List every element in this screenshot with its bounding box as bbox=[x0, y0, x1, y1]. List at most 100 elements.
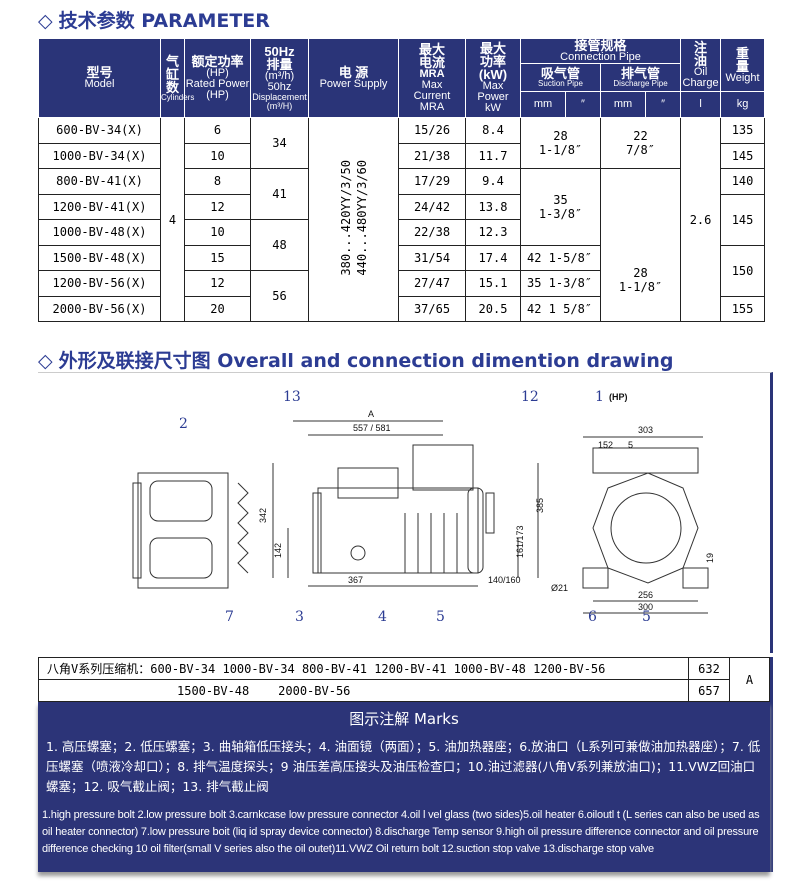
diamond-icon: ◇ bbox=[38, 10, 53, 32]
cell-oil-charge: 2.6 bbox=[680, 117, 722, 322]
cell-hp: 15 bbox=[184, 244, 251, 271]
header-suction-inch: ″ bbox=[565, 91, 601, 118]
cell-hp: 10 bbox=[184, 219, 251, 246]
cell-max-power: 13.8 bbox=[465, 193, 521, 220]
cell-max-power: 17.4 bbox=[465, 244, 521, 271]
series-line-2: 1500-BV-48 2000-BV-56 bbox=[38, 679, 689, 702]
dimension-label: 367 bbox=[348, 575, 363, 585]
section-title-drawing: ◇ 外形及联接尺寸图 Overall and connection dimenti… bbox=[38, 346, 673, 373]
dimension-label: 140/160 bbox=[488, 575, 521, 585]
callout-2: 2 bbox=[179, 416, 188, 432]
callout-5b: 5 bbox=[642, 609, 651, 625]
table-row: 1000-BV-48(X) 10 48 22/38 12.3 bbox=[38, 219, 765, 271]
cell-model: 1000-BV-48(X) bbox=[38, 219, 161, 246]
cell-current: 27/47 bbox=[398, 270, 466, 297]
cell-hp: 10 bbox=[184, 142, 251, 169]
dimension-label: Ø21 bbox=[551, 583, 568, 593]
table-row: 600-BV-34(X) 4 6 34 380...420YY/3/50 440...48… bbox=[38, 117, 766, 322]
cell-current: 17/29 bbox=[398, 168, 466, 195]
cell-weight: 155 bbox=[720, 295, 766, 322]
callout-4: 4 bbox=[378, 609, 387, 625]
callout-1: 1 bbox=[595, 389, 604, 405]
dimension-label: 256 bbox=[638, 590, 653, 600]
header-cylinders: 气缸数 Cylinders bbox=[160, 38, 194, 118]
cell-current: 22/38 bbox=[398, 219, 466, 246]
header-connection-pipe: 接管规格 Connection Pipe bbox=[519, 38, 682, 64]
section-title-text: 技术参数 PARAMETER bbox=[58, 10, 270, 32]
series-value-657: 657 bbox=[688, 679, 730, 702]
cell-suction: 28 1-1/8″ bbox=[520, 117, 601, 169]
table-row: 1500-BV-48(X) 15 31/54 17.4 42 1-5/8″ 150 bbox=[38, 244, 766, 297]
cell-max-power: 20.5 bbox=[465, 295, 521, 322]
callout-13: 13 bbox=[283, 389, 301, 405]
cell-model: 2000-BV-56(X) bbox=[38, 295, 161, 322]
table-row: 1000-BV-34(X) 10 21/38 11.7 145 bbox=[38, 142, 766, 169]
section-title-parameter: ◇ 技术参数 PARAMETER bbox=[38, 6, 270, 33]
cell-weight: 145 bbox=[720, 193, 766, 246]
cell-weight: 145 bbox=[720, 142, 766, 169]
cell-displacement: 48 bbox=[250, 219, 309, 271]
cell-max-power: 15.1 bbox=[465, 270, 521, 297]
dimension-label: 142 bbox=[273, 543, 283, 558]
cell-model: 1200-BV-56(X) bbox=[38, 270, 161, 297]
table-row: 1200-BV-41(X) 12 24/42 13.8 145 bbox=[38, 193, 766, 246]
cell-suction: 35 1-3/8″ bbox=[520, 168, 601, 246]
cell-hp: 8 bbox=[184, 168, 251, 195]
series-line-1: 八角V系列压缩机：600-BV-34 1000-BV-34 800-BV-41 … bbox=[38, 657, 689, 680]
header-discharge-mm: mm bbox=[600, 91, 646, 118]
header-hp: 额定功率 (HP) Rated Power (HP) bbox=[184, 38, 251, 118]
dimension-label: 300 bbox=[638, 602, 653, 612]
cell-current: 31/54 bbox=[398, 244, 466, 271]
cell-model: 800-BV-41(X) bbox=[38, 168, 161, 195]
header-weight-unit: kg bbox=[720, 91, 766, 118]
dimension-label: 303 bbox=[638, 425, 653, 435]
header-suction-mm: mm bbox=[520, 91, 566, 118]
dimension-label: 342 bbox=[258, 508, 268, 523]
cell-max-power: 8.4 bbox=[465, 117, 521, 144]
cell-model: 600-BV-34(X) bbox=[38, 117, 161, 144]
cell-hp: 20 bbox=[184, 295, 251, 322]
header-oil-charge: 注油 Oil Charge bbox=[680, 38, 722, 92]
cell-hp: 12 bbox=[184, 270, 251, 297]
header-oil-unit: l bbox=[680, 91, 722, 118]
cell-weight: 140 bbox=[720, 168, 766, 195]
header-max-power: 最大功率 (kW) Max Power kW bbox=[465, 38, 521, 118]
cell-max-power: 9.4 bbox=[465, 168, 521, 195]
header-discharge-inch: ″ bbox=[644, 91, 682, 118]
dimension-label: 152 bbox=[598, 440, 613, 450]
cell-displacement: 56 bbox=[250, 270, 309, 322]
parameter-table: 型号 Model 气缸数 Cylinders 额定功率 (HP) Rated Power… bbox=[38, 38, 766, 322]
header-power-supply: 电 源 Power Supply bbox=[308, 38, 399, 118]
table-row: 2000-BV-56(X) 20 37/65 20.5 42 1 5/8″ 155 bbox=[38, 295, 766, 322]
cell-current: 37/65 bbox=[398, 295, 466, 322]
cell-power-supply: 380...420YY/3/50 440...480YY/3/60 bbox=[308, 117, 399, 322]
cell-displacement: 41 bbox=[250, 168, 309, 220]
cell-suction: 42 1 5/8″ bbox=[520, 295, 601, 322]
cell-max-power: 12.3 bbox=[465, 219, 521, 246]
series-and-marks: 八角V系列压缩机：600-BV-34 1000-BV-34 800-BV-41 … bbox=[38, 657, 773, 872]
cell-model: 1000-BV-34(X) bbox=[38, 142, 161, 169]
cell-weight: 135 bbox=[720, 117, 766, 144]
cell-hp: 6 bbox=[184, 117, 251, 144]
cell-current: 24/42 bbox=[398, 193, 466, 220]
cell-weight: 150 bbox=[720, 244, 766, 297]
header-suction: 吸气管 Suction Pipe bbox=[520, 63, 601, 92]
callout-5: 5 bbox=[436, 609, 445, 625]
callout-3: 3 bbox=[295, 609, 304, 625]
cell-discharge: 22 7/8″ bbox=[599, 117, 682, 169]
callout-12: 12 bbox=[521, 389, 539, 405]
table-row: 1200-BV-56(X) 12 56 27/47 15.1 35 1-3/8″ bbox=[38, 270, 765, 322]
marks-chinese: 1. 高压螺塞；2. 低压螺塞；3. 曲轴箱低压接头；4. 油面镜（两面）；5.… bbox=[46, 739, 761, 794]
header-model: 型号 Model bbox=[38, 38, 161, 118]
cell-displacement: 34 bbox=[250, 117, 309, 169]
cell-max-power: 11.7 bbox=[465, 142, 521, 169]
cell-hp: 12 bbox=[184, 193, 251, 220]
cell-discharge: 28 1-1/8″ bbox=[599, 168, 682, 322]
diamond-icon: ◇ bbox=[38, 350, 53, 372]
marks-panel: 图示注解 Marks 1. 高压螺塞；2. 低压螺塞；3. 曲轴箱低压接头；4.… bbox=[38, 702, 770, 872]
cell-current: 15/26 bbox=[398, 117, 466, 144]
cell-cylinders: 4 bbox=[160, 117, 185, 322]
dimension-label: 19 bbox=[705, 553, 715, 563]
cell-model: 1200-BV-41(X) bbox=[38, 193, 161, 220]
dimension-label: 557 / 581 bbox=[353, 423, 391, 433]
